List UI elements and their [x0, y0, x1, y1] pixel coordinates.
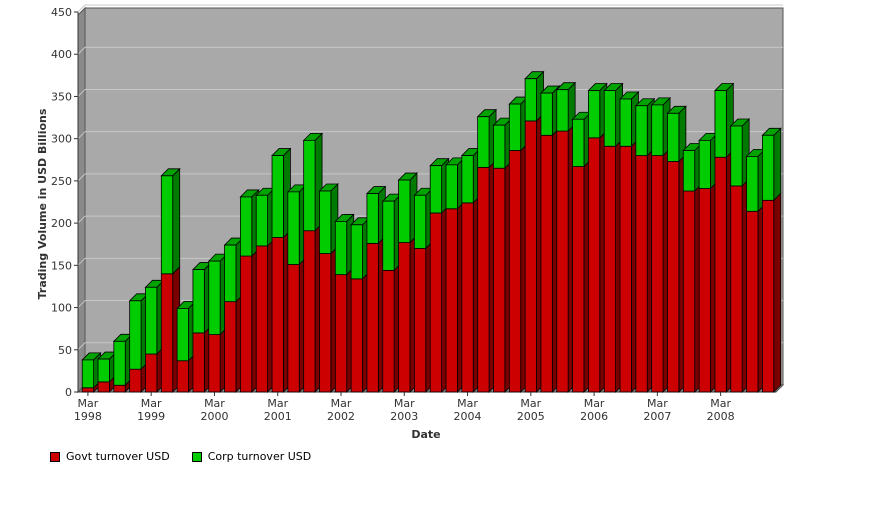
x-tick-year: 2001	[264, 410, 292, 423]
x-tick-month: Mar	[204, 397, 225, 410]
gridline-side	[77, 89, 86, 97]
x-tick-year: 1999	[137, 410, 165, 423]
x-tick-year: 2006	[580, 410, 608, 423]
y-tick-label: 400	[51, 48, 72, 61]
y-tick-label: 0	[65, 386, 72, 399]
legend-label-govt: Govt turnover USD	[66, 450, 170, 463]
legend-swatch-corp	[191, 451, 202, 462]
bar-corp-turnover	[302, 132, 324, 232]
x-tick-month: Mar	[267, 397, 288, 410]
x-tick-year: 2003	[390, 410, 418, 423]
legend-item-corp: Corp turnover USD	[191, 450, 312, 463]
bar-corp-turnover	[160, 167, 181, 275]
y-tick-label: 150	[51, 259, 72, 272]
legend-label-corp: Corp turnover USD	[207, 450, 312, 463]
legend-item-govt: Govt turnover USD	[50, 450, 170, 463]
x-tick-month: Mar	[141, 397, 162, 410]
y-tick-label: 450	[51, 6, 72, 19]
gridline-side	[77, 257, 86, 266]
y-tick-label: 350	[51, 90, 72, 103]
x-tick-year: 1998	[74, 410, 102, 423]
gridline-side	[77, 46, 86, 55]
bar-corp-turnover	[761, 127, 782, 202]
gridline-side	[77, 300, 86, 308]
legend: Govt turnover USD Corp turnover USD	[50, 450, 311, 463]
bars	[81, 70, 782, 393]
gridline-side	[77, 4, 86, 13]
x-tick-year: 2007	[643, 410, 671, 423]
x-tick-year: 2000	[200, 410, 228, 423]
y-tick-label: 100	[51, 302, 72, 315]
x-axis-title: Date	[411, 428, 440, 441]
y-axis-title: Trading Volume in USD Billions	[36, 108, 49, 299]
x-tick-year: 2005	[517, 410, 545, 423]
x-tick-month: Mar	[584, 397, 605, 410]
plot-side-wall	[77, 6, 86, 394]
y-tick-label: 50	[58, 344, 72, 357]
x-tick-month: Mar	[331, 397, 352, 410]
x-tick-year: 2002	[327, 410, 355, 423]
y-tick-label: 250	[51, 175, 72, 188]
x-tick-year: 2008	[707, 410, 735, 423]
x-tick-labels: Mar1998Mar1999Mar2000Mar2001Mar2002Mar20…	[74, 392, 735, 423]
y-tick-labels: 0 50 100 150 200 250 300 350 400 450	[51, 6, 78, 399]
y-tick-label: 300	[51, 133, 72, 146]
gridline-side	[77, 131, 86, 140]
bar-govt-turnover	[761, 192, 782, 393]
gridline-side	[77, 173, 86, 182]
x-tick-month: Mar	[394, 397, 415, 410]
x-tick-month: Mar	[457, 397, 478, 410]
x-tick-month: Mar	[710, 397, 731, 410]
x-tick-year: 2004	[454, 410, 482, 423]
x-tick-month: Mar	[647, 397, 668, 410]
x-tick-month: Mar	[520, 397, 541, 410]
bar-corp-turnover	[666, 105, 687, 163]
gridline-side	[77, 342, 86, 351]
y-tick-label: 200	[51, 217, 72, 230]
gridline-side	[77, 215, 86, 224]
x-tick-month: Mar	[78, 397, 99, 410]
legend-swatch-govt	[50, 451, 60, 462]
